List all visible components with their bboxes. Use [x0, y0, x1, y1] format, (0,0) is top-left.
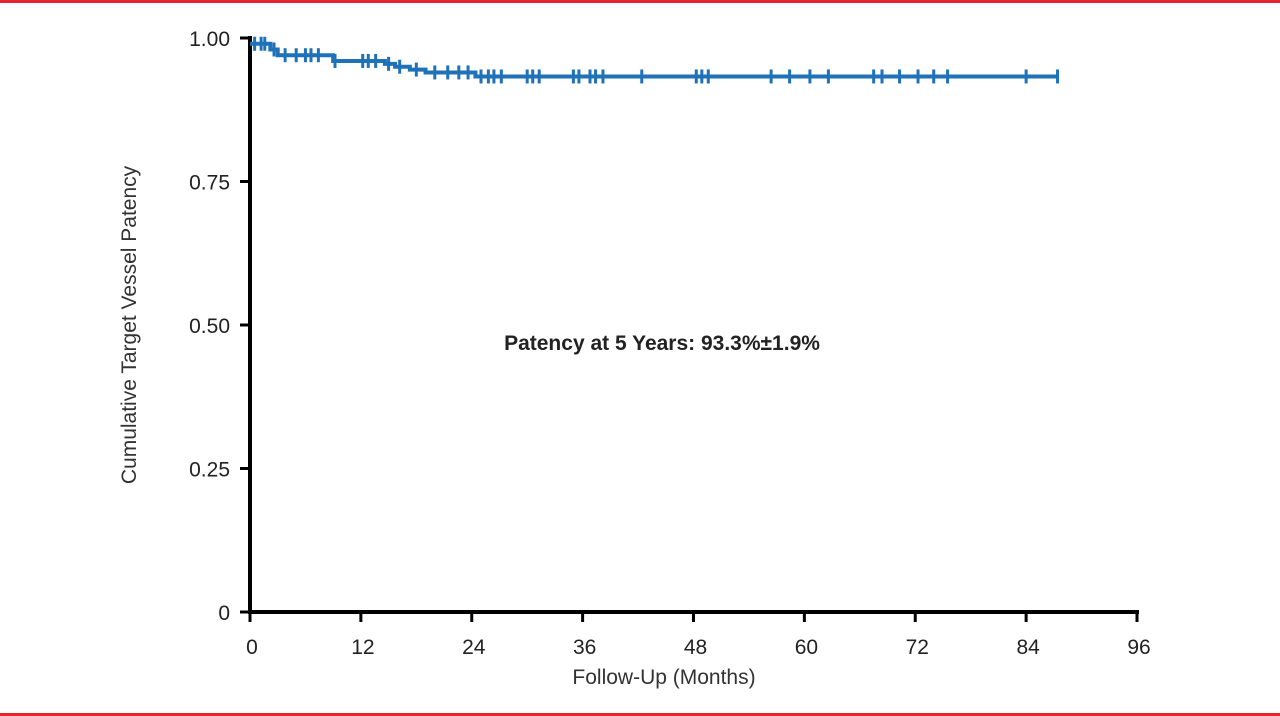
x-tick-label: 60 [795, 636, 818, 659]
top-border [0, 0, 1280, 3]
annotation: Patency at 5 Years: 93.3%±1.9% [504, 332, 820, 355]
x-tick-label: 12 [351, 636, 374, 659]
x-tick-label: 48 [684, 636, 707, 659]
y-axis-label: Cumulative Target Vessel Patency [118, 165, 141, 484]
x-tick-label: 0 [246, 636, 258, 659]
bottom-border [0, 713, 1280, 716]
x-tick-label: 36 [573, 636, 596, 659]
y-tick-label: 0.50 [189, 315, 230, 338]
x-tick-label: 96 [1127, 636, 1150, 659]
y-tick-label: 0.75 [189, 172, 230, 195]
survival-curve [250, 41, 1058, 79]
x-tick-label: 72 [906, 636, 929, 659]
y-tick-label: 0 [218, 602, 230, 625]
x-axis-label: Follow-Up (Months) [572, 666, 755, 689]
y-tick-label: 0.25 [189, 459, 230, 482]
x-tick-label: 24 [462, 636, 486, 659]
y-tick-label: 1.00 [189, 28, 230, 51]
x-tick-label: 84 [1016, 636, 1040, 659]
